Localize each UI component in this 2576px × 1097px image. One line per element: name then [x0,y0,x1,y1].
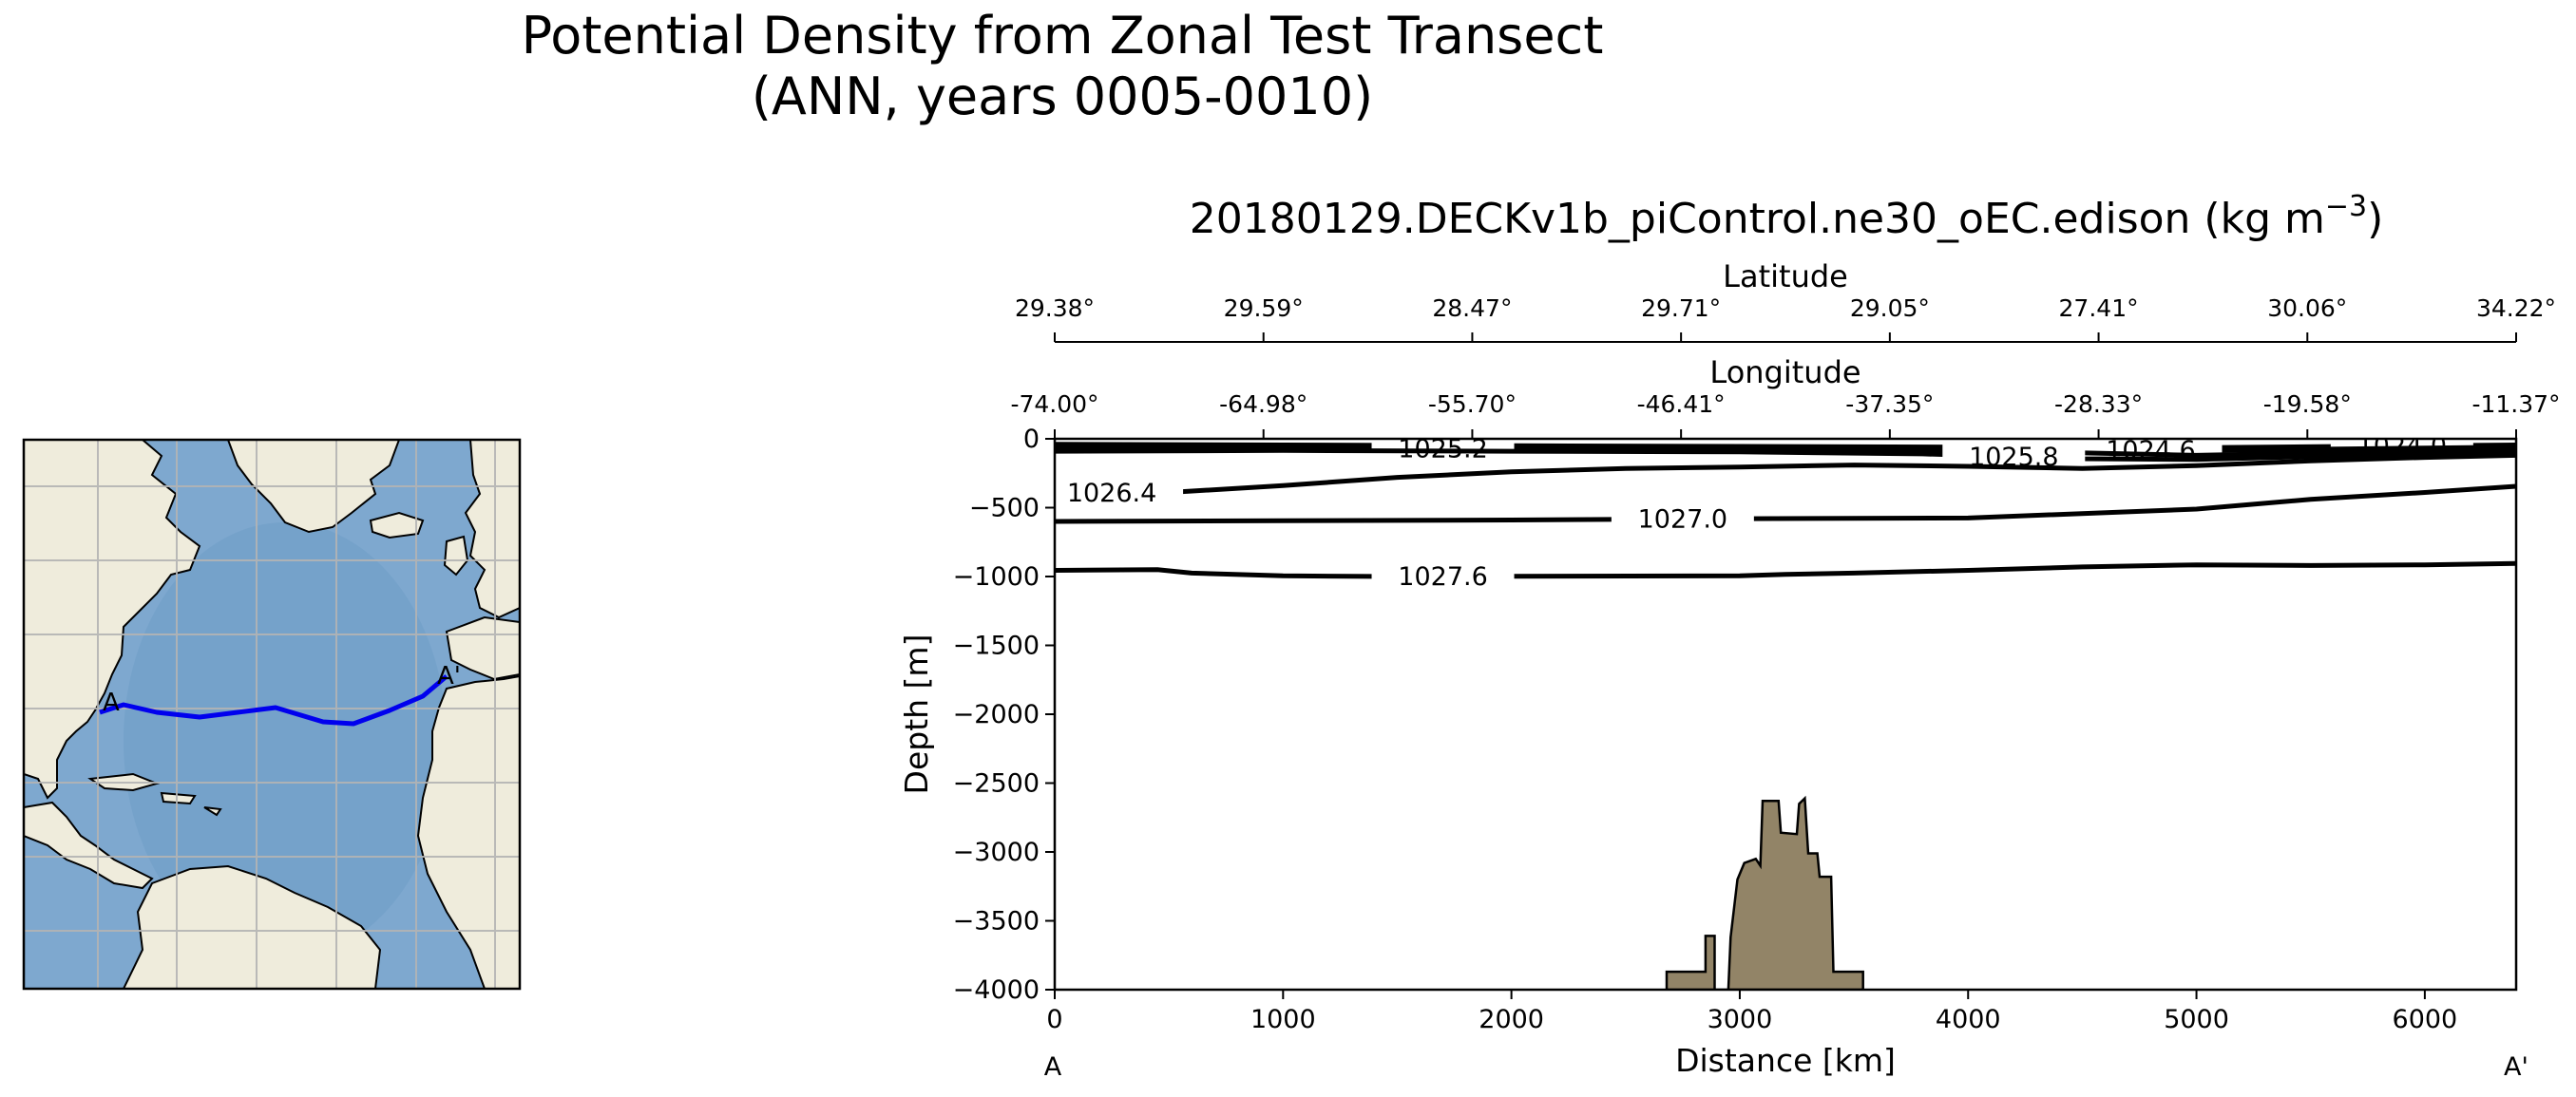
bathymetry-seafloor [1665,795,1864,990]
y-tick-label: −1500 [953,632,1040,661]
longitude-tick-label: -55.70° [1428,390,1517,418]
map-iceland [369,511,425,539]
longitude-tick-label: -46.41° [1637,390,1726,418]
contour-label-gap [1371,560,1515,592]
x-tick-label: 6000 [2393,1005,2458,1034]
x-tick-label: 1000 [1250,1005,1316,1034]
chart-title-main: 20180129.DECKv1b_piControl.ne30_oEC.edis… [1190,195,2325,243]
contour-line [1055,452,2516,496]
y-tick-label: −500 [969,494,1040,523]
map-central-america [24,801,154,890]
longitude-axis-label: Longitude [1709,354,1860,390]
transect-chart: 20180129.DECKv1b_piControl.ne30_oEC.edis… [898,190,2561,1082]
y-tick-label: −4000 [953,975,1040,1005]
contour-label: 1027.0 [1638,504,1727,534]
map-frame [22,438,522,991]
y-axis-label: Depth [m] [898,634,935,795]
y-tick-label: −2000 [953,700,1040,729]
contour-label-gap [1055,477,1184,508]
longitude-tick-label: -37.35° [1845,390,1934,418]
map-europe [464,440,520,619]
map-caribbean-islands [87,772,222,817]
y-tick-label: −2500 [953,769,1040,799]
y-tick-label: −3000 [953,838,1040,867]
longitude-tick-label: -74.00° [1010,390,1098,418]
longitude-axis-ticks: -74.00° -64.98° -55.70° -46.41° -37.35° -28.3… [1010,390,2561,439]
latitude-tick-label: 29.71° [1641,294,1721,322]
latitude-axis-ticks: 29.38° 29.59° 28.47° 29.71° 29.05° 27.41° 30.0… [1015,294,2556,342]
latitude-tick-label: 30.06° [2267,294,2347,322]
latitude-tick-label: 29.59° [1224,294,1304,322]
contour-label: 1027.6 [1398,562,1487,592]
longitude-tick-label: -11.37° [2471,390,2560,418]
section-start-label: A [1044,1052,1062,1082]
figure-title-line1: Potential Density from Zonal Test Transe… [522,6,1604,66]
figure-title-line2: (ANN, years 0005-0010) [752,66,1373,126]
map-iberia [445,615,520,681]
map-deep-water-shade [124,522,447,959]
contour-label-gap [1611,503,1754,535]
map-south-america [122,864,382,989]
x-tick-label: 5000 [2164,1005,2229,1034]
x-tick-label: 0 [1046,1005,1062,1034]
x-tick-label: 4000 [1936,1005,2001,1034]
y-tick-label: 0 [1023,425,1040,454]
x-tick-label: 2000 [1479,1005,1544,1034]
transect-location-map: A A' [22,438,522,991]
y-axis-ticks: 0 −500 −1000 −1500 −2000 −2500 −3000 −3500 −4000 [953,425,1055,1005]
latitude-tick-label: 29.05° [1850,294,1930,322]
contour-label: 1026.4 [1067,479,1156,508]
y-tick-label: −1000 [953,562,1040,592]
map-start-label: A [103,689,120,717]
x-tick-label: 3000 [1708,1005,1773,1034]
x-axis-label: Distance [km] [1675,1042,1896,1079]
contour-line [1055,560,2516,579]
map-end-label: A' [437,662,461,690]
longitude-tick-label: -64.98° [1219,390,1307,418]
latitude-tick-label: 27.41° [2059,294,2139,322]
latitude-tick-label: 29.38° [1015,294,1095,322]
x-axis-ticks: 0 1000 2000 3000 4000 5000 6000 [1046,990,2457,1034]
chart-title-unit-exponent: −3 [2325,190,2367,223]
y-tick-label: −3500 [953,907,1040,936]
map-transect-line [99,674,448,727]
contour-line [1055,447,2516,463]
chart-title: 20180129.DECKv1b_piControl.ne30_oEC.edis… [1190,190,2384,243]
latitude-tick-label: 28.47° [1432,294,1512,322]
chart-title-close: ) [2367,195,2383,243]
longitude-tick-label: -19.58° [2263,390,2352,418]
latitude-axis-label: Latitude [1723,258,1848,294]
latitude-tick-label: 34.22° [2476,294,2556,322]
section-end-label: A' [2504,1052,2528,1082]
contour-line [1055,483,2516,524]
longitude-tick-label: -28.33° [2054,390,2143,418]
